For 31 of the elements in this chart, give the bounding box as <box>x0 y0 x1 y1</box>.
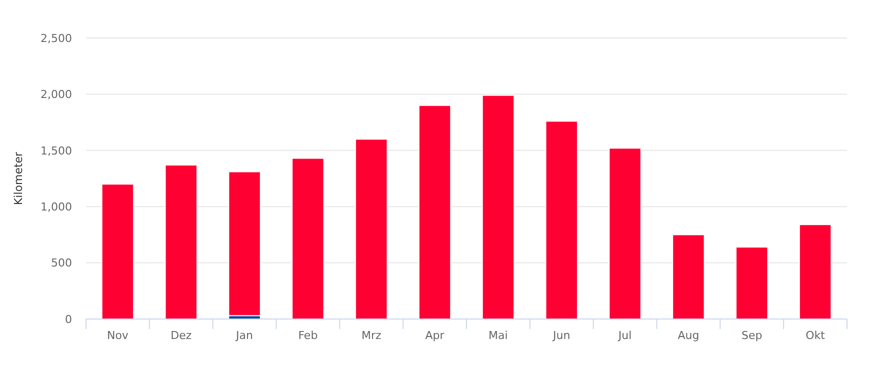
x-tick-label: Feb <box>298 329 318 342</box>
bar <box>672 234 705 320</box>
x-tick-label: Aug <box>678 329 700 342</box>
bar <box>545 120 578 320</box>
bar <box>164 164 198 320</box>
x-tick-label: Jul <box>617 329 632 342</box>
bar <box>418 104 452 320</box>
bar <box>228 171 261 316</box>
x-tick-label: Sep <box>742 329 762 342</box>
y-tick-label: 1,500 <box>40 144 72 158</box>
y-tick-label: 2,000 <box>40 88 72 102</box>
bar <box>736 246 768 320</box>
bar <box>482 94 515 320</box>
bar <box>608 148 642 320</box>
x-tick-label: Dez <box>170 329 192 342</box>
y-tick-label: 0 <box>65 312 72 326</box>
bar <box>101 184 134 320</box>
bar <box>798 224 832 320</box>
y-axis-title: Kilometer <box>12 151 25 206</box>
x-tick-label: Mai <box>488 329 508 342</box>
bar <box>355 138 388 320</box>
y-tick-label: 2,500 <box>40 32 72 45</box>
y-tick-label: 1,000 <box>40 200 72 214</box>
x-tick-label: Okt <box>806 329 826 342</box>
x-tick-label: Nov <box>106 329 129 342</box>
x-tick-label: Jan <box>235 329 254 342</box>
bar <box>292 158 324 320</box>
x-tick-label: Apr <box>425 329 445 342</box>
x-tick-label: Mrz <box>361 329 382 342</box>
y-tick-label: 500 <box>51 256 72 270</box>
x-tick-label: Jun <box>552 329 570 342</box>
